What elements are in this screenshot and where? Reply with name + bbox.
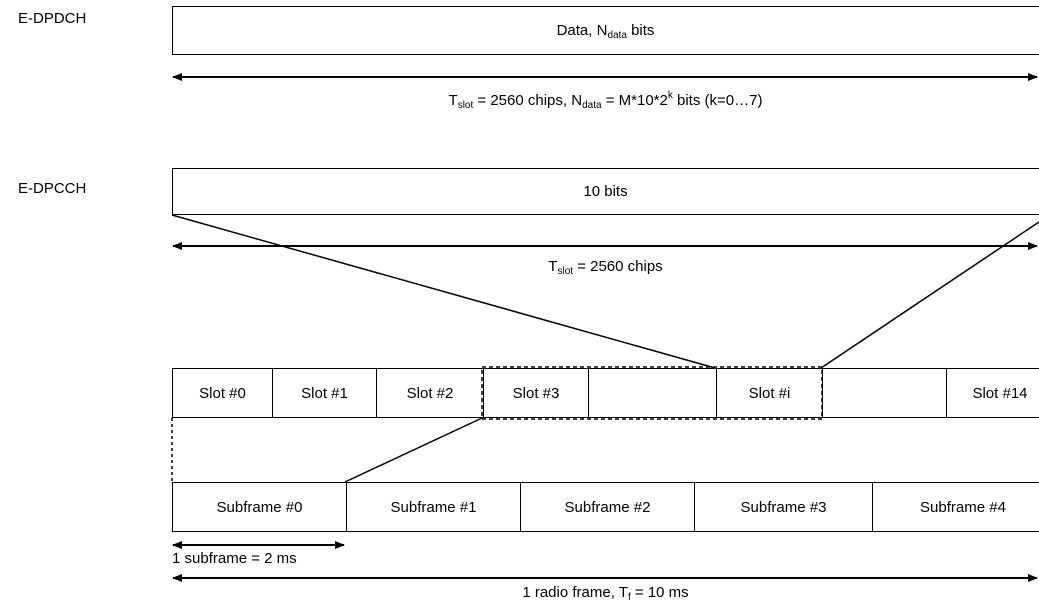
subframe-cell: Subframe #3: [694, 483, 872, 531]
slot-cell: Slot #0: [199, 384, 246, 402]
subframe-row: Subframe #0 Subframe #1 Subframe #2 Subf…: [172, 482, 1039, 532]
subframe-span-label: 1 subframe = 2 ms: [172, 550, 297, 567]
subframe-cell: Subframe #0: [216, 498, 303, 516]
subframe-cell: Subframe #2: [520, 483, 694, 531]
slot-group-outline: [481, 366, 823, 420]
slot-cell: Slot #3: [483, 369, 588, 417]
expansion-line-left: [171, 214, 716, 369]
edpdch-slot-span-label: Tslot = 2560 chips, Ndata = M*10*2k bits…: [448, 90, 763, 111]
slot-cell: Slot #1: [272, 369, 376, 417]
edpdch-data-label: Data, Ndata bits: [556, 22, 655, 41]
subframe-cell: Subframe #1: [346, 483, 520, 531]
edpcch-slot-span-label: Tslot = 2560 chips: [548, 258, 663, 277]
edpcch-bits-label: 10 bits: [583, 183, 628, 200]
edpcch-bits-box: [172, 168, 1039, 215]
expansion-line-right: [820, 221, 1039, 369]
slot-cell: Slot #2: [376, 369, 483, 417]
edpcch-label: E-DPCCH: [18, 180, 87, 197]
edpdch-label: E-DPDCH: [18, 10, 87, 27]
slot-row: Slot #0 Slot #1 Slot #2 Slot #3 Slot #i …: [172, 368, 1039, 418]
frame-span-label: 1 radio frame, Tf = 10 ms: [522, 584, 689, 603]
slot-cell: Slot #i: [716, 369, 822, 417]
slot-cell: Slot #14: [946, 369, 1039, 417]
slot-cell-empty: [588, 369, 716, 417]
subframe-expansion-right: [344, 417, 483, 483]
subframe-cell: Subframe #4: [872, 483, 1039, 531]
edpdch-data-box: [172, 6, 1039, 55]
